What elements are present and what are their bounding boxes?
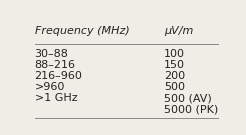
Text: μV/m: μV/m [164,26,194,36]
Text: Frequency (MHz): Frequency (MHz) [34,26,129,36]
Text: 30–88: 30–88 [34,49,68,59]
Text: 150: 150 [164,60,185,70]
Text: 100: 100 [164,49,185,59]
Text: 88–216: 88–216 [34,60,76,70]
Text: 5000 (PK): 5000 (PK) [164,104,218,114]
Text: 200: 200 [164,71,185,81]
Text: 500 (AV): 500 (AV) [164,93,212,103]
Text: >1 GHz: >1 GHz [34,93,77,103]
Text: >960: >960 [34,82,65,92]
Text: 500: 500 [164,82,185,92]
Text: 216–960: 216–960 [34,71,82,81]
